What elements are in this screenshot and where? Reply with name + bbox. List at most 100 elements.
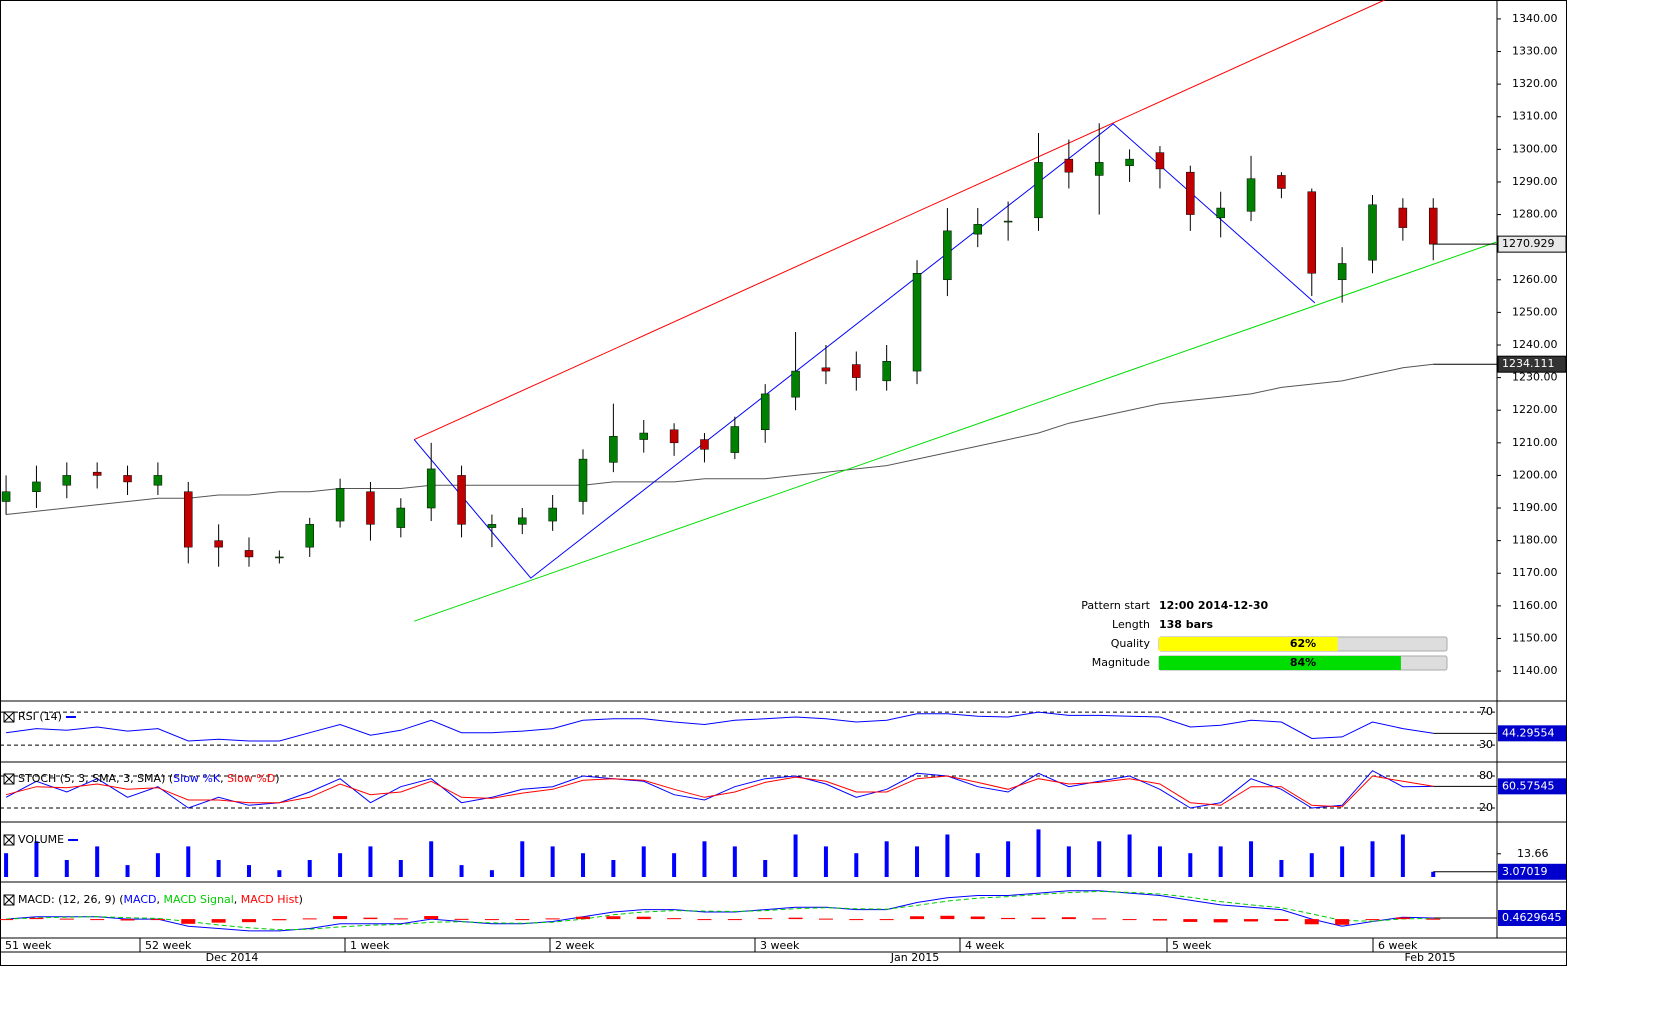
macd-hist-bar bbox=[211, 919, 226, 923]
x-tick-label: 6 week bbox=[1378, 939, 1418, 952]
volume-bar bbox=[581, 853, 586, 877]
pattern-line bbox=[413, 123, 1316, 579]
panel-title-part: , bbox=[234, 893, 241, 906]
candle-body bbox=[973, 224, 983, 235]
panel-title-part: ( bbox=[165, 772, 173, 785]
candle-body bbox=[1155, 152, 1165, 170]
candle-body bbox=[1216, 207, 1225, 219]
candle-body bbox=[1064, 158, 1074, 173]
volume-bar bbox=[398, 860, 403, 877]
macd-hist-bar bbox=[363, 917, 378, 920]
volume-bar bbox=[793, 834, 798, 877]
candle-body bbox=[821, 367, 831, 372]
panel-title: VOLUME bbox=[18, 833, 64, 846]
candle-body bbox=[1307, 191, 1317, 274]
macd-hist-bar bbox=[1183, 919, 1198, 922]
y-tick-label: 1150.00 bbox=[1512, 631, 1558, 644]
candle-body bbox=[1246, 178, 1256, 212]
candle-body bbox=[1398, 207, 1408, 228]
volume-bar bbox=[1249, 841, 1254, 877]
candle-body bbox=[791, 370, 800, 398]
pattern-line bbox=[414, 241, 1498, 622]
volume-bar bbox=[186, 846, 191, 877]
volume-bar bbox=[216, 860, 221, 877]
ma-value-box bbox=[1497, 355, 1567, 373]
x-tick-label: 5 week bbox=[1172, 939, 1212, 952]
moving-average bbox=[6, 363, 1434, 515]
y-tick-label: 13.66 bbox=[1517, 847, 1549, 860]
y-tick-label: 1300.00 bbox=[1512, 142, 1558, 155]
candle-body bbox=[1368, 204, 1377, 261]
volume-bar bbox=[429, 841, 434, 877]
candle-body bbox=[1094, 162, 1104, 176]
volume-bar bbox=[277, 870, 282, 877]
meter-label: 84% bbox=[1290, 656, 1316, 669]
indicator-line bbox=[5, 770, 1434, 809]
macd-hist-bar bbox=[970, 916, 985, 920]
info-label: Magnitude bbox=[1092, 656, 1151, 669]
value-box bbox=[1498, 863, 1566, 880]
info-label: Quality bbox=[1111, 637, 1151, 650]
y-tick-label: 1260.00 bbox=[1512, 273, 1558, 286]
macd-hist-bar bbox=[333, 916, 348, 920]
candle-body bbox=[184, 491, 193, 548]
meter-fill bbox=[1159, 637, 1338, 651]
volume-bar bbox=[732, 846, 737, 877]
y-tick-label: 1140.00 bbox=[1512, 664, 1558, 677]
panel-title: RSI (14) bbox=[18, 710, 62, 723]
macd-hist-bar bbox=[606, 916, 621, 920]
candle-body bbox=[943, 230, 952, 281]
candle-body bbox=[1186, 171, 1195, 215]
panel-title-part: RSI (14) bbox=[18, 710, 62, 723]
panel-toggle-x bbox=[3, 834, 15, 846]
macd-hist-bar bbox=[302, 918, 317, 920]
y-tick-label: 1310.00 bbox=[1512, 110, 1558, 123]
macd-hist-bar bbox=[1335, 919, 1350, 925]
macd-hist-bar bbox=[424, 916, 439, 920]
volume-bar bbox=[1066, 846, 1071, 877]
x-tick-label: 51 week bbox=[5, 939, 52, 952]
value-box bbox=[1498, 778, 1566, 795]
volume-bar bbox=[155, 853, 160, 877]
volume-bar bbox=[641, 846, 646, 877]
y-tick-label: 1290.00 bbox=[1512, 175, 1558, 188]
candle-body bbox=[366, 491, 375, 525]
macd-hist-bar bbox=[1395, 917, 1410, 920]
macd-hist-bar bbox=[758, 918, 773, 920]
value-box bbox=[1498, 725, 1566, 742]
y-tick-label: 1190.00 bbox=[1512, 501, 1558, 514]
volume-bar bbox=[246, 865, 251, 877]
x-period-label: Dec 2014 bbox=[206, 951, 259, 964]
volume-bar bbox=[611, 860, 616, 877]
volume-bar bbox=[884, 841, 889, 877]
macd-hist-bar bbox=[515, 919, 530, 921]
y-tick-label: 1200.00 bbox=[1512, 468, 1558, 481]
volume-bar bbox=[95, 846, 100, 877]
x-tick-label: 3 week bbox=[760, 939, 800, 952]
x-period-label: Feb 2015 bbox=[1405, 951, 1456, 964]
macd-hist-bar bbox=[1122, 919, 1137, 921]
candle-body bbox=[123, 475, 132, 483]
y-tick-label: 80 bbox=[1479, 769, 1493, 782]
candle-body bbox=[669, 429, 679, 444]
macd-hist-bar bbox=[667, 918, 682, 920]
chart-frame bbox=[0, 0, 1567, 966]
volume-bar bbox=[1036, 829, 1041, 877]
candle-body bbox=[1003, 220, 1013, 223]
candle-body bbox=[609, 436, 618, 463]
candle-body bbox=[548, 507, 557, 522]
macd-hist-bar bbox=[910, 916, 925, 920]
panel-title-part: ) bbox=[299, 893, 303, 906]
macd-hist-bar bbox=[1365, 919, 1380, 921]
y-tick-label: 1220.00 bbox=[1512, 403, 1558, 416]
candle-body bbox=[275, 556, 284, 559]
volume-bar bbox=[459, 865, 464, 877]
candle-body bbox=[1337, 263, 1347, 281]
volume-bar bbox=[702, 841, 707, 877]
panel-title-part: , bbox=[157, 893, 164, 906]
panel-title-part: ) bbox=[275, 772, 279, 785]
volume-bar bbox=[1340, 846, 1345, 877]
macd-hist-bar bbox=[150, 919, 165, 921]
